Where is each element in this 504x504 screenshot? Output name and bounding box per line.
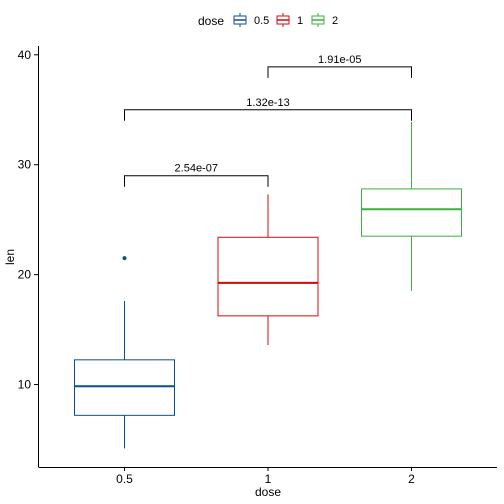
y-axis-title: len [3, 249, 17, 265]
legend: dose 0.5 1 2 [198, 13, 338, 28]
comparison-bracket: 1.32e-13 [124, 97, 412, 121]
box-body [74, 359, 175, 416]
box-1 [217, 194, 319, 345]
bracket-line [267, 66, 412, 78]
legend-entry-1: 1 [276, 13, 303, 27]
legend-entry-2: 2 [311, 13, 338, 27]
p-value-label: 1.32e-13 [246, 97, 289, 109]
box-2 [361, 121, 462, 292]
box-body [361, 188, 462, 237]
p-value-label: 2.54e-07 [175, 163, 218, 175]
comparison-bracket: 1.91e-05 [267, 54, 412, 78]
legend-entry-label: 0.5 [254, 15, 269, 27]
x-tick-label: 0.5 [116, 472, 133, 486]
legend-title: dose [198, 14, 224, 28]
y-tick-label: 10 [18, 378, 32, 392]
y-tick-label: 30 [18, 158, 32, 172]
legend-entry-0.5: 0.5 [233, 13, 269, 27]
plot-area: 2.54e-07 1.32e-13 1.91e-05 [74, 54, 462, 449]
outlier-point [122, 256, 127, 261]
x-tick-label: 2 [408, 472, 415, 486]
box-body [217, 236, 319, 317]
y-tick-label: 40 [18, 48, 32, 62]
x-tick-label: 1 [265, 472, 272, 486]
legend-entry-label: 2 [332, 15, 338, 27]
axes: 10 20 30 40 0.5 1 2 [18, 46, 497, 486]
p-value-label: 1.91e-05 [318, 54, 361, 66]
comparison-bracket: 2.54e-07 [124, 163, 269, 187]
bracket-line [124, 175, 269, 187]
y-tick-label: 20 [18, 268, 32, 282]
bracket-line [124, 109, 412, 121]
box-0.5 [74, 256, 175, 449]
legend-entry-label: 1 [297, 15, 303, 27]
x-axis-title: dose [255, 485, 281, 499]
